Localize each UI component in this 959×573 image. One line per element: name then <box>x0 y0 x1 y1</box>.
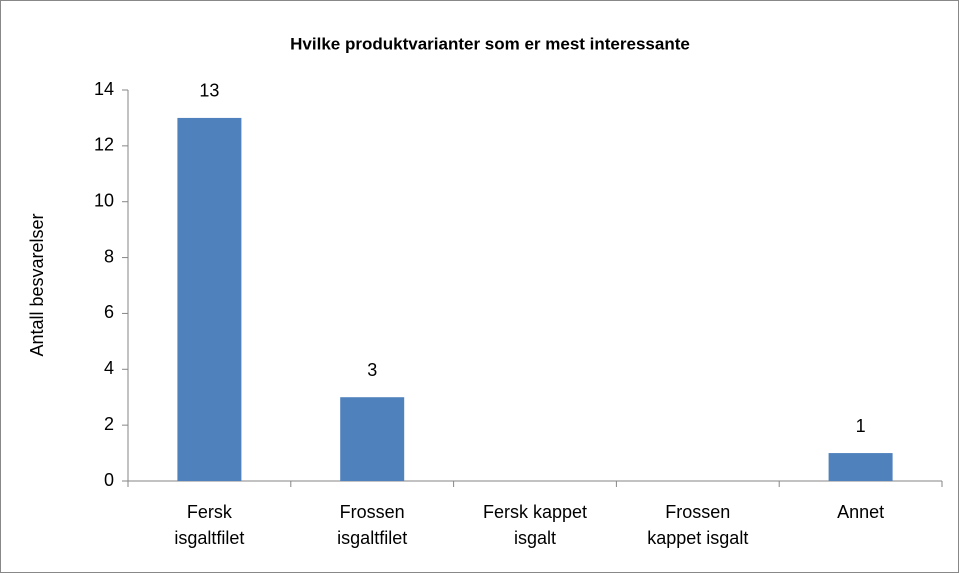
x-tick-label: Annet <box>837 502 885 522</box>
data-label: 3 <box>367 360 377 380</box>
bar <box>340 397 405 481</box>
x-tick-label: Frossen kappet isgalt <box>647 502 749 548</box>
x-tick-label: Fersk isgaltfilet <box>174 502 245 548</box>
data-label: 1 <box>856 416 866 436</box>
y-tick-label: 8 <box>104 246 114 266</box>
y-tick-label: 6 <box>104 302 114 322</box>
y-axis-label: Antall besvarelser <box>27 213 47 356</box>
y-tick-label: 4 <box>104 358 114 378</box>
chart-title: Hvilke produktvarianter som er mest inte… <box>290 34 690 53</box>
x-tick-label: Fersk kappet isgalt <box>482 502 588 548</box>
x-tick-label: Frossen isgaltfilet <box>337 502 408 548</box>
y-tick-label: 2 <box>104 414 114 434</box>
bar <box>177 117 242 481</box>
y-tick-label: 12 <box>94 135 114 155</box>
y-tick-label: 10 <box>94 190 114 210</box>
bar <box>828 453 893 481</box>
data-label: 13 <box>199 81 219 101</box>
y-tick-label: 14 <box>94 79 114 99</box>
y-tick-label: 0 <box>104 470 114 490</box>
